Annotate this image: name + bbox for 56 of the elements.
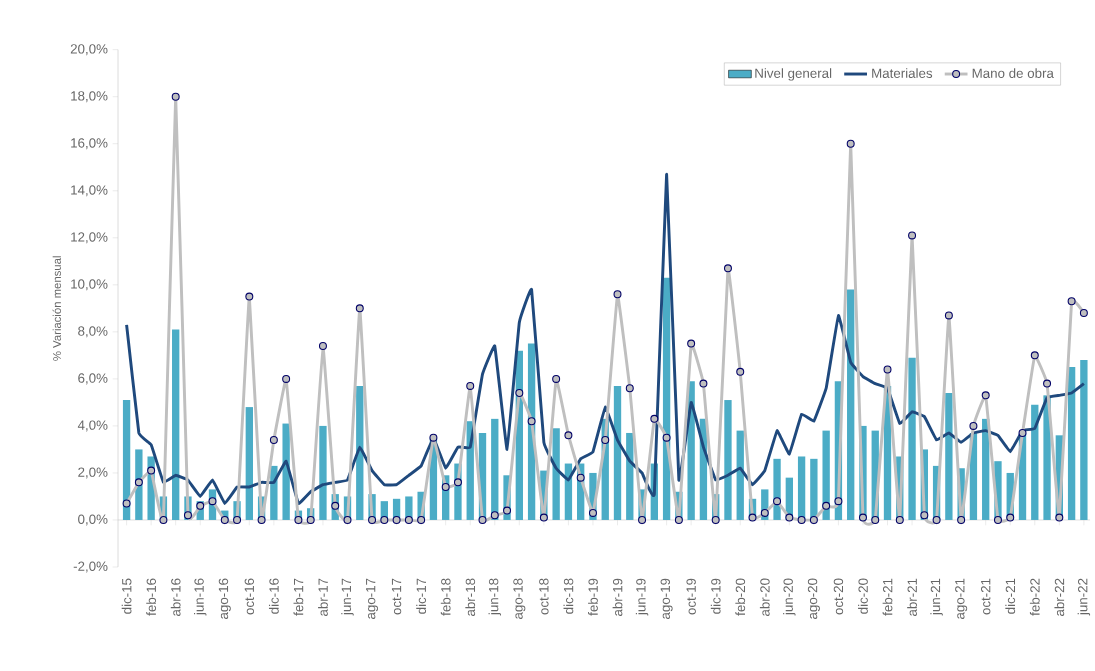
x-tick-label: dic-19 xyxy=(710,578,721,614)
y-tick-label: 8,0% xyxy=(78,326,108,338)
x-tick-label: dic-18 xyxy=(563,578,574,614)
y-tick-label: 4,0% xyxy=(77,420,108,432)
x-tick-label: ago-21 xyxy=(955,578,968,619)
y-tick-label: 18,0% xyxy=(71,91,108,103)
x-tick-label: dic-15 xyxy=(121,578,132,614)
x-tick-label: ago-20 xyxy=(807,578,820,619)
y-axis-title: % Variación mensual xyxy=(52,256,61,361)
x-tick-label: oct-19 xyxy=(686,578,696,615)
x-tick-label: abr-20 xyxy=(759,578,770,616)
x-tick-label: feb-20 xyxy=(735,578,746,616)
x-tick-label: jun-22 xyxy=(1077,578,1091,616)
y-tick-label: 6,0% xyxy=(78,373,108,385)
x-tick-label: ago-19 xyxy=(660,578,673,619)
x-tick-label: feb-18 xyxy=(440,578,451,616)
y-tick-label: 10,0% xyxy=(71,279,108,291)
y-tick-label: 16,0% xyxy=(71,138,108,150)
x-tick-label: dic-21 xyxy=(1005,578,1016,614)
y-tick-label: 12,0% xyxy=(71,232,108,244)
x-tick-label: dic-20 xyxy=(858,578,868,614)
x-tick-label: feb-21 xyxy=(882,578,893,616)
x-tick-label: jun-17 xyxy=(341,578,354,616)
x-tick-label: oct-17 xyxy=(391,578,402,615)
x-tick-label: oct-21 xyxy=(980,578,991,615)
x-tick-label: oct-16 xyxy=(244,578,255,615)
x-tick-label: dic-17 xyxy=(416,578,427,614)
legend-label: Nivel general xyxy=(755,68,832,81)
x-tick-label: feb-16 xyxy=(146,578,157,616)
x-tick-label: jun-19 xyxy=(635,578,649,616)
x-tick-label: abr-21 xyxy=(907,578,917,616)
legend-label: Mano de obra xyxy=(972,68,1054,78)
x-tick-label: jun-20 xyxy=(783,578,796,616)
legend-label: Materiales xyxy=(872,68,933,78)
x-tick-label: abr-18 xyxy=(465,578,476,616)
y-tick-label: 20,0% xyxy=(70,44,108,56)
x-tick-label: ago-16 xyxy=(218,578,231,619)
x-tick-label: abr-17 xyxy=(318,578,328,616)
x-tick-label: ago-18 xyxy=(513,578,526,619)
x-tick-label: jun-16 xyxy=(194,578,207,616)
x-tick-label: feb-22 xyxy=(1029,578,1040,616)
x-tick-label: abr-16 xyxy=(170,578,181,616)
y-tick-label: 2,0% xyxy=(78,467,108,479)
x-tick-label: feb-17 xyxy=(293,578,304,616)
y-tick-label: 14,0% xyxy=(71,185,108,197)
x-tick-label: feb-19 xyxy=(588,578,598,616)
x-tick-label: abr-19 xyxy=(612,578,623,616)
x-tick-label: ago-17 xyxy=(366,578,379,619)
x-tick-label: oct-20 xyxy=(833,578,844,615)
y-tick-label: -2,0% xyxy=(73,561,108,573)
y-tick-label: 0,0% xyxy=(78,514,108,526)
x-tick-label: jun-18 xyxy=(488,578,501,616)
x-tick-label: jun-21 xyxy=(930,578,943,616)
x-tick-label: abr-22 xyxy=(1054,578,1065,616)
x-tick-label: oct-18 xyxy=(539,578,549,615)
x-tick-label: dic-16 xyxy=(268,578,279,614)
